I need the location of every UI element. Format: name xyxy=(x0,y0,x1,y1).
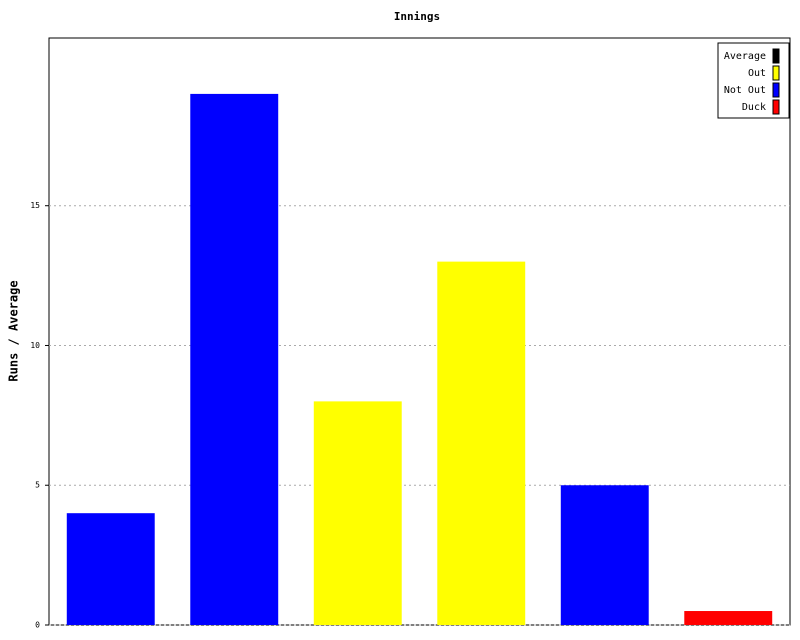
y-tick-label: 5 xyxy=(35,481,40,490)
legend-swatch xyxy=(772,65,780,81)
bar xyxy=(66,513,155,625)
chart-title: Innings xyxy=(394,10,440,23)
bar xyxy=(190,93,279,625)
y-tick-label: 15 xyxy=(30,201,40,210)
legend-swatch xyxy=(772,99,780,115)
y-axis-label: Runs / Average xyxy=(7,280,21,381)
legend-swatch xyxy=(772,82,780,98)
legend-label: Average xyxy=(724,51,766,62)
bar xyxy=(560,485,649,625)
legend-swatch xyxy=(772,48,780,64)
y-tick-label: 10 xyxy=(30,341,40,350)
y-tick-label: 0 xyxy=(35,621,40,630)
legend-label: Duck xyxy=(742,102,766,113)
legend-label: Out xyxy=(748,68,766,79)
legend-label: Not Out xyxy=(724,85,766,96)
bar xyxy=(684,611,773,625)
bar xyxy=(313,401,402,625)
bar xyxy=(437,261,526,625)
plot-frame xyxy=(48,37,791,626)
